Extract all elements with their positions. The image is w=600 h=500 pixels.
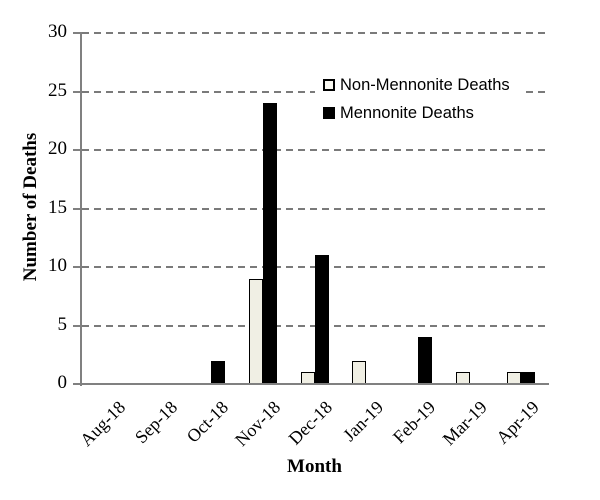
y-tick-mark [73,324,81,327]
y-tick-mark [73,266,81,268]
x-category-label: Sep-18 [130,397,181,448]
gridline [82,90,547,93]
legend-label-non-mennonite: Non-Mennonite Deaths [340,75,510,94]
bar-mennonite [211,360,226,384]
x-category-label: Oct-18 [182,397,233,447]
y-tick-label: 0 [57,372,68,393]
x-axis-title: Month [287,456,342,477]
y-tick-label: 5 [57,313,68,335]
gridline [82,149,547,151]
x-category-label: Nov-18 [230,397,284,451]
y-tick-mark [73,207,81,210]
legend-item-mennonite: Mennonite Deaths [323,102,510,124]
legend-item-non-mennonite: Non-Mennonite Deaths [323,74,510,96]
y-tick-mark [73,90,81,93]
x-category-label: Apr-19 [491,397,543,448]
bar-mennonite [417,337,432,384]
x-category-label: Dec-18 [284,397,336,449]
gridline [82,32,547,34]
non-mennonite-swatch-icon [323,79,335,91]
y-tick-label: 25 [48,79,67,101]
x-category-label: Mar-19 [438,397,491,450]
legend-label-mennonite: Mennonite Deaths [340,103,474,122]
bar-mennonite [314,255,329,384]
bar-mennonite [262,103,277,384]
y-tick-mark [73,32,81,34]
y-tick-label: 10 [48,255,67,276]
x-axis-line [80,383,549,385]
y-tick-label: 20 [48,138,67,159]
x-category-label: Aug-18 [75,397,129,451]
x-category-label: Feb-19 [388,397,439,448]
bar-non-mennonite [352,360,367,384]
y-tick-mark [73,383,81,385]
bar-non-mennonite [248,278,263,384]
legend: Non-Mennonite Deaths Mennonite Deaths [315,64,522,136]
y-tick-label: 15 [48,196,67,218]
mennonite-swatch-icon [323,107,335,119]
gridline [82,207,547,210]
y-tick-mark [73,149,81,151]
y-axis-line [80,32,82,386]
x-category-label: Jan-19 [339,397,388,446]
y-tick-label: 30 [48,21,67,42]
